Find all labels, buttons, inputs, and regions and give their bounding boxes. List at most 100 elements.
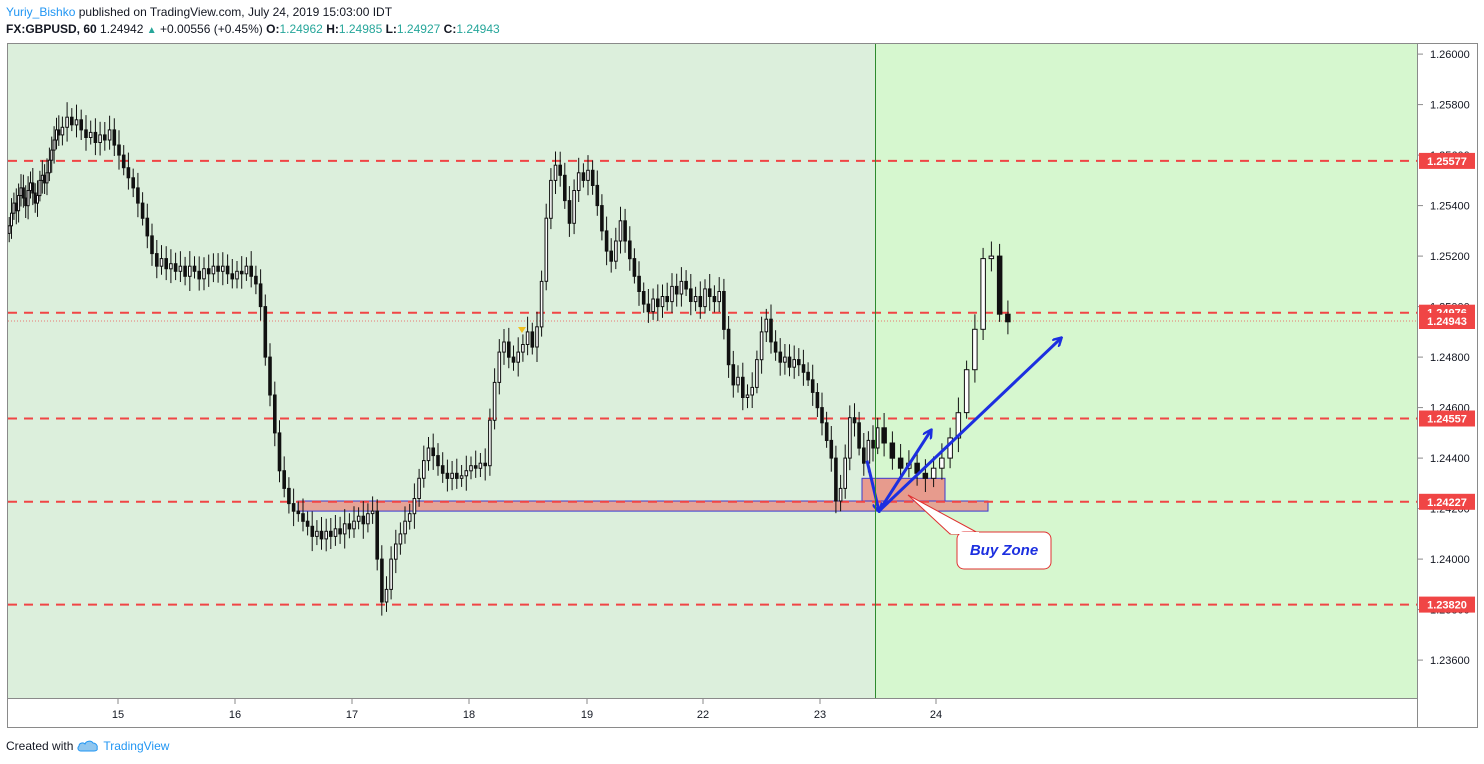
candle: [206, 254, 211, 287]
candle: [656, 284, 660, 322]
candle: [79, 109, 84, 140]
candle-body-down: [301, 513, 305, 522]
last-price-label: 1.24943: [1427, 316, 1467, 328]
candle-body-up: [50, 149, 54, 161]
candle-body-down: [797, 359, 801, 366]
candle: [618, 206, 623, 254]
candle-body-up: [342, 523, 347, 535]
low-label: L:: [385, 22, 397, 36]
candle: [600, 194, 604, 241]
candle-body-up: [356, 515, 361, 522]
candle-body-up: [178, 265, 183, 272]
candle-body-down: [604, 230, 609, 252]
candle-body-down: [778, 351, 783, 363]
chart-background-history: [7, 43, 875, 698]
candle: [230, 259, 235, 289]
candle: [287, 477, 291, 514]
candle-body-up: [244, 265, 249, 275]
candle-body-down: [43, 174, 47, 184]
candle: [507, 327, 511, 369]
close-label: C:: [443, 22, 457, 36]
candle-body-down: [637, 275, 641, 292]
candle-body-down: [84, 129, 88, 138]
candle: [277, 420, 282, 483]
candle: [296, 501, 301, 522]
candle: [586, 155, 590, 196]
candle: [525, 316, 530, 356]
candle-body-up: [17, 195, 21, 212]
candle: [947, 427, 953, 469]
candle: [315, 520, 319, 546]
candle: [773, 330, 778, 361]
candle-body-down: [712, 296, 717, 303]
candle-body-down: [173, 263, 178, 272]
candle: [417, 468, 421, 507]
candle: [516, 337, 521, 377]
candle-body-down: [773, 341, 778, 353]
candle: [595, 170, 600, 216]
candle: [670, 273, 674, 313]
level-price-label-bg: [1419, 152, 1475, 169]
candle-body-up: [417, 477, 421, 499]
candle-body-up: [759, 331, 764, 361]
candle-body-down: [820, 407, 824, 424]
candle: [963, 360, 970, 419]
candle-body-down: [319, 530, 324, 540]
open-value: 1.24962: [279, 22, 323, 36]
candle: [183, 256, 187, 286]
candle-body-up: [398, 533, 403, 545]
candle: [792, 345, 797, 379]
candle: [684, 270, 688, 296]
candle: [31, 168, 35, 206]
candle-body-up: [521, 344, 525, 353]
candle: [741, 362, 745, 411]
candle-body-up: [670, 285, 674, 303]
candle: [112, 118, 117, 156]
level-price-label-bg: [1419, 410, 1475, 427]
candle-body-down: [291, 503, 296, 512]
high-value: 1.24985: [338, 22, 383, 36]
candle: [660, 284, 665, 318]
level-price-label: 1.23820: [1427, 600, 1467, 612]
candle: [60, 116, 65, 146]
candle-body-down: [329, 530, 333, 537]
tradingview-brand-link[interactable]: TradingView: [103, 739, 170, 753]
candle-body-down: [862, 447, 866, 464]
candle: [955, 397, 962, 453]
candle: [871, 425, 875, 462]
low-value: 1.24927: [396, 22, 441, 36]
candle-body-up: [838, 487, 843, 502]
price-tick-label: 1.25400: [1430, 201, 1470, 213]
candle-body-up: [407, 513, 412, 522]
candle: [736, 365, 740, 393]
candle: [173, 252, 178, 281]
candle-body-up: [939, 457, 945, 469]
candle-body-down: [769, 318, 773, 343]
candle-body-up: [618, 220, 623, 242]
candle-body-up: [159, 258, 164, 267]
candle-body-up: [488, 419, 492, 467]
candle-body-down: [590, 169, 595, 187]
buy-zone-callout: [956, 531, 1052, 570]
candle: [26, 176, 30, 220]
candle-body-down: [136, 187, 140, 204]
price-tick-label: 1.23600: [1430, 655, 1470, 667]
candle: [614, 227, 618, 270]
author-link[interactable]: Yuriy_Bishko: [6, 5, 76, 19]
candle-body-up: [26, 190, 30, 207]
candle-body-down: [310, 525, 315, 537]
candle: [221, 252, 225, 286]
candle-body-down: [121, 154, 126, 169]
candle-body-down: [164, 258, 168, 270]
candle-body-up: [324, 530, 328, 540]
candle-body-up: [384, 588, 389, 603]
candle-body-down: [33, 192, 37, 204]
candle: [703, 279, 707, 314]
candle-body-down: [787, 356, 792, 368]
candle: [178, 251, 183, 282]
candle-body-down: [628, 240, 632, 260]
level-price-label: 1.25577: [1427, 156, 1467, 168]
candle: [211, 253, 216, 283]
candle: [567, 186, 572, 237]
